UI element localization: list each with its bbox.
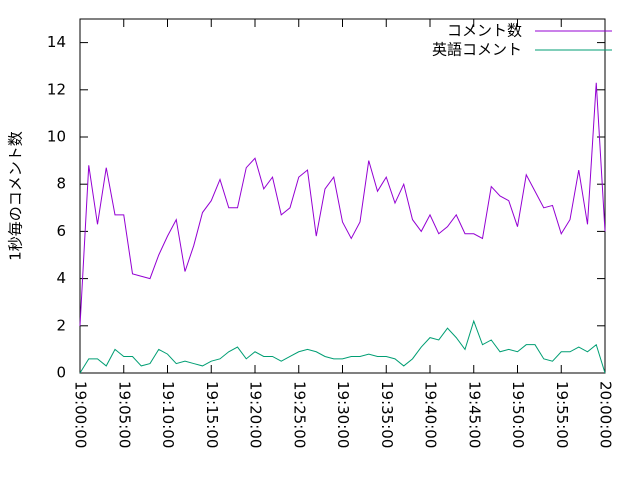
y-tick-label: 12 [47,80,66,98]
x-tick-label: 19:15:00 [203,381,221,448]
x-tick-label: 19:50:00 [509,381,527,448]
y-tick-label: 14 [47,33,66,51]
y-axis-label: 1秒毎のコメント数 [7,131,25,261]
x-tick-label: 19:10:00 [159,381,177,448]
legend-label: コメント数 [447,22,522,40]
series-line [79,319,606,374]
y-tick-label: 4 [56,269,66,287]
x-tick-label: 19:05:00 [115,381,133,448]
y-tick-label: 8 [56,175,66,193]
x-tick-label: 19:40:00 [422,381,440,448]
x-tick-label: 19:25:00 [290,381,308,448]
y-tick-label: 2 [56,316,66,334]
x-tick-label: 19:35:00 [378,381,396,448]
y-tick-label: 6 [56,222,66,240]
y-tick-label: 0 [56,364,66,382]
legend-label: 英語コメント [432,41,522,59]
series-line [79,82,606,326]
plot-frame [79,18,606,374]
x-tick-label: 19:20:00 [247,381,265,448]
x-tick-label: 19:00:00 [72,381,90,448]
x-tick-label: 20:00:00 [597,381,615,448]
y-tick-label: 10 [47,128,66,146]
x-tick-label: 19:30:00 [334,381,352,448]
x-tick-label: 19:55:00 [553,381,571,448]
x-tick-label: 19:45:00 [465,381,483,448]
